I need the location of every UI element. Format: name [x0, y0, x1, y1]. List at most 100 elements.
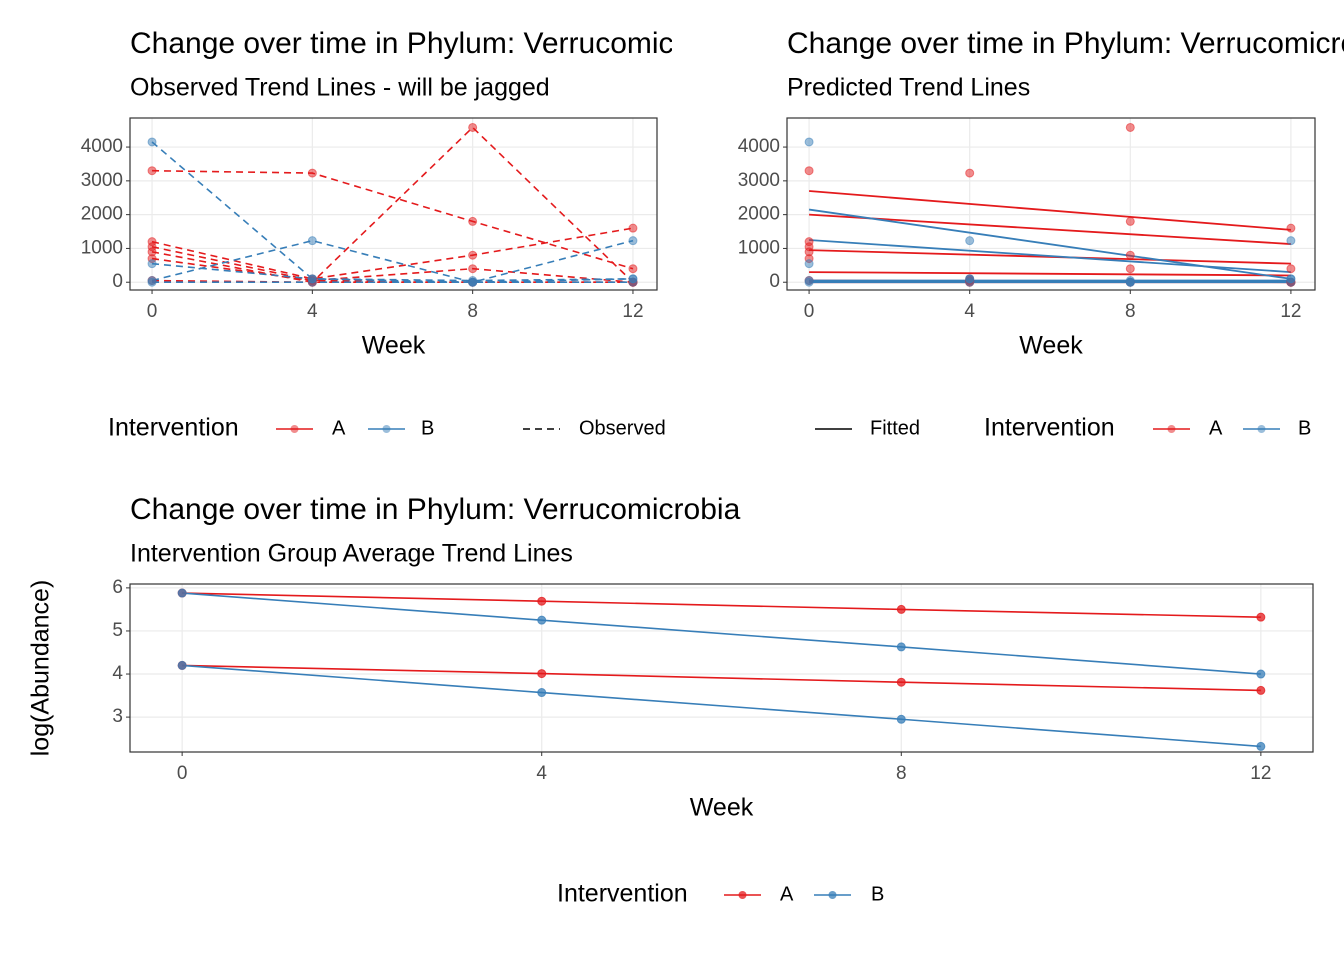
legend-label: Fitted — [870, 417, 920, 439]
x-axis-title: Week — [1019, 332, 1083, 360]
data-point — [896, 677, 906, 687]
data-point — [1286, 277, 1296, 287]
data-point — [1125, 250, 1135, 260]
y-tick-label: 2000 — [738, 204, 780, 225]
data-point — [965, 277, 975, 287]
legend-label: Observed — [579, 417, 666, 439]
x-tick-label: 8 — [896, 763, 907, 784]
y-tick-label: 1000 — [81, 237, 123, 258]
fitted-line — [809, 213, 1291, 245]
x-tick-label: 0 — [804, 301, 815, 322]
x-tick-label: 4 — [536, 763, 547, 784]
data-point — [804, 166, 814, 176]
panel: Change over time in Phylum: Verrucomicro… — [81, 27, 741, 442]
chart-subtitle: Intervention Group Average Trend Lines — [130, 540, 573, 568]
data-point — [628, 277, 638, 287]
y-tick-label: 4000 — [81, 136, 123, 157]
chart-subtitle: Observed Trend Lines - will be jagged — [130, 74, 550, 102]
trend-line — [151, 227, 634, 280]
chart-title: Change over time in Phylum: Verrucomicro… — [787, 27, 1344, 60]
y-tick-label: 2000 — [81, 204, 123, 225]
data-point — [1286, 223, 1296, 233]
data-point — [1256, 685, 1266, 695]
data-point — [537, 669, 547, 679]
legend-label: B — [1298, 417, 1311, 439]
data-point — [804, 259, 814, 269]
y-tick-label: 3000 — [738, 170, 780, 191]
trend-line — [182, 592, 1261, 675]
legend-key — [290, 425, 299, 433]
data-point — [1286, 264, 1296, 274]
data-point — [307, 236, 317, 246]
legend-label: A — [1209, 417, 1223, 439]
chart-title: Change over time in Phylum: Verrucomicro… — [130, 27, 741, 60]
x-tick-label: 12 — [1250, 763, 1271, 784]
data-point — [965, 168, 975, 178]
fitted-line — [809, 271, 1291, 277]
data-point — [537, 688, 547, 698]
data-point — [1256, 612, 1266, 622]
plot-border — [786, 117, 1316, 291]
data-point — [1125, 216, 1135, 226]
legend-label: B — [871, 883, 884, 905]
data-point — [896, 604, 906, 614]
data-point — [896, 642, 906, 652]
data-point — [177, 588, 187, 598]
data-point — [147, 166, 157, 176]
legend-key — [1167, 425, 1176, 433]
legend-title: Intervention — [557, 880, 688, 908]
data-point — [147, 259, 157, 269]
x-axis-title: Week — [362, 332, 426, 360]
trend-line — [151, 141, 633, 282]
y-tick-label: 5 — [112, 620, 123, 641]
data-point — [468, 122, 478, 132]
y-tick-label: 1000 — [738, 237, 780, 258]
legend-title: Intervention — [108, 414, 239, 442]
data-point — [804, 277, 814, 287]
data-point — [1125, 122, 1135, 132]
fitted-line — [809, 190, 1291, 231]
x-tick-label: 0 — [147, 301, 158, 322]
data-point — [1256, 741, 1266, 751]
x-tick-label: 8 — [467, 301, 478, 322]
legend-label: A — [332, 417, 346, 439]
legend-label: B — [421, 417, 434, 439]
data-point — [537, 615, 547, 625]
data-point — [468, 250, 478, 260]
trend-line — [151, 262, 633, 284]
data-point — [965, 236, 975, 246]
panel: Change over time in Phylum: Verrucomicro… — [27, 493, 1314, 908]
data-point — [468, 216, 478, 226]
data-point — [177, 660, 187, 670]
legend-label: A — [780, 883, 794, 905]
x-tick-label: 8 — [1125, 301, 1136, 322]
data-point — [147, 137, 157, 147]
trend-line — [182, 664, 1261, 748]
y-tick-label: 3 — [112, 706, 123, 727]
data-point — [1286, 236, 1296, 246]
data-point — [1125, 264, 1135, 274]
x-tick-label: 0 — [177, 763, 188, 784]
data-point — [307, 168, 317, 178]
chart-subtitle: Predicted Trend Lines — [787, 74, 1030, 102]
data-point — [468, 264, 478, 274]
trend-line — [182, 592, 1261, 618]
plot-border — [129, 117, 658, 291]
data-point — [147, 277, 157, 287]
plot-background — [787, 118, 1315, 290]
x-tick-label: 4 — [964, 301, 975, 322]
x-axis-title: Week — [690, 794, 754, 822]
fitted-line — [809, 239, 1291, 273]
y-tick-label: 3000 — [81, 170, 123, 191]
x-tick-label: 12 — [1280, 301, 1301, 322]
data-point — [307, 277, 317, 287]
x-tick-label: 4 — [307, 301, 318, 322]
legend-title: Intervention — [984, 414, 1115, 442]
y-tick-label: 4 — [112, 663, 123, 684]
y-tick-label: 0 — [769, 271, 780, 292]
plot-border — [129, 583, 1314, 753]
data-point — [1256, 669, 1266, 679]
trend-line — [151, 239, 634, 284]
data-point — [537, 596, 547, 606]
